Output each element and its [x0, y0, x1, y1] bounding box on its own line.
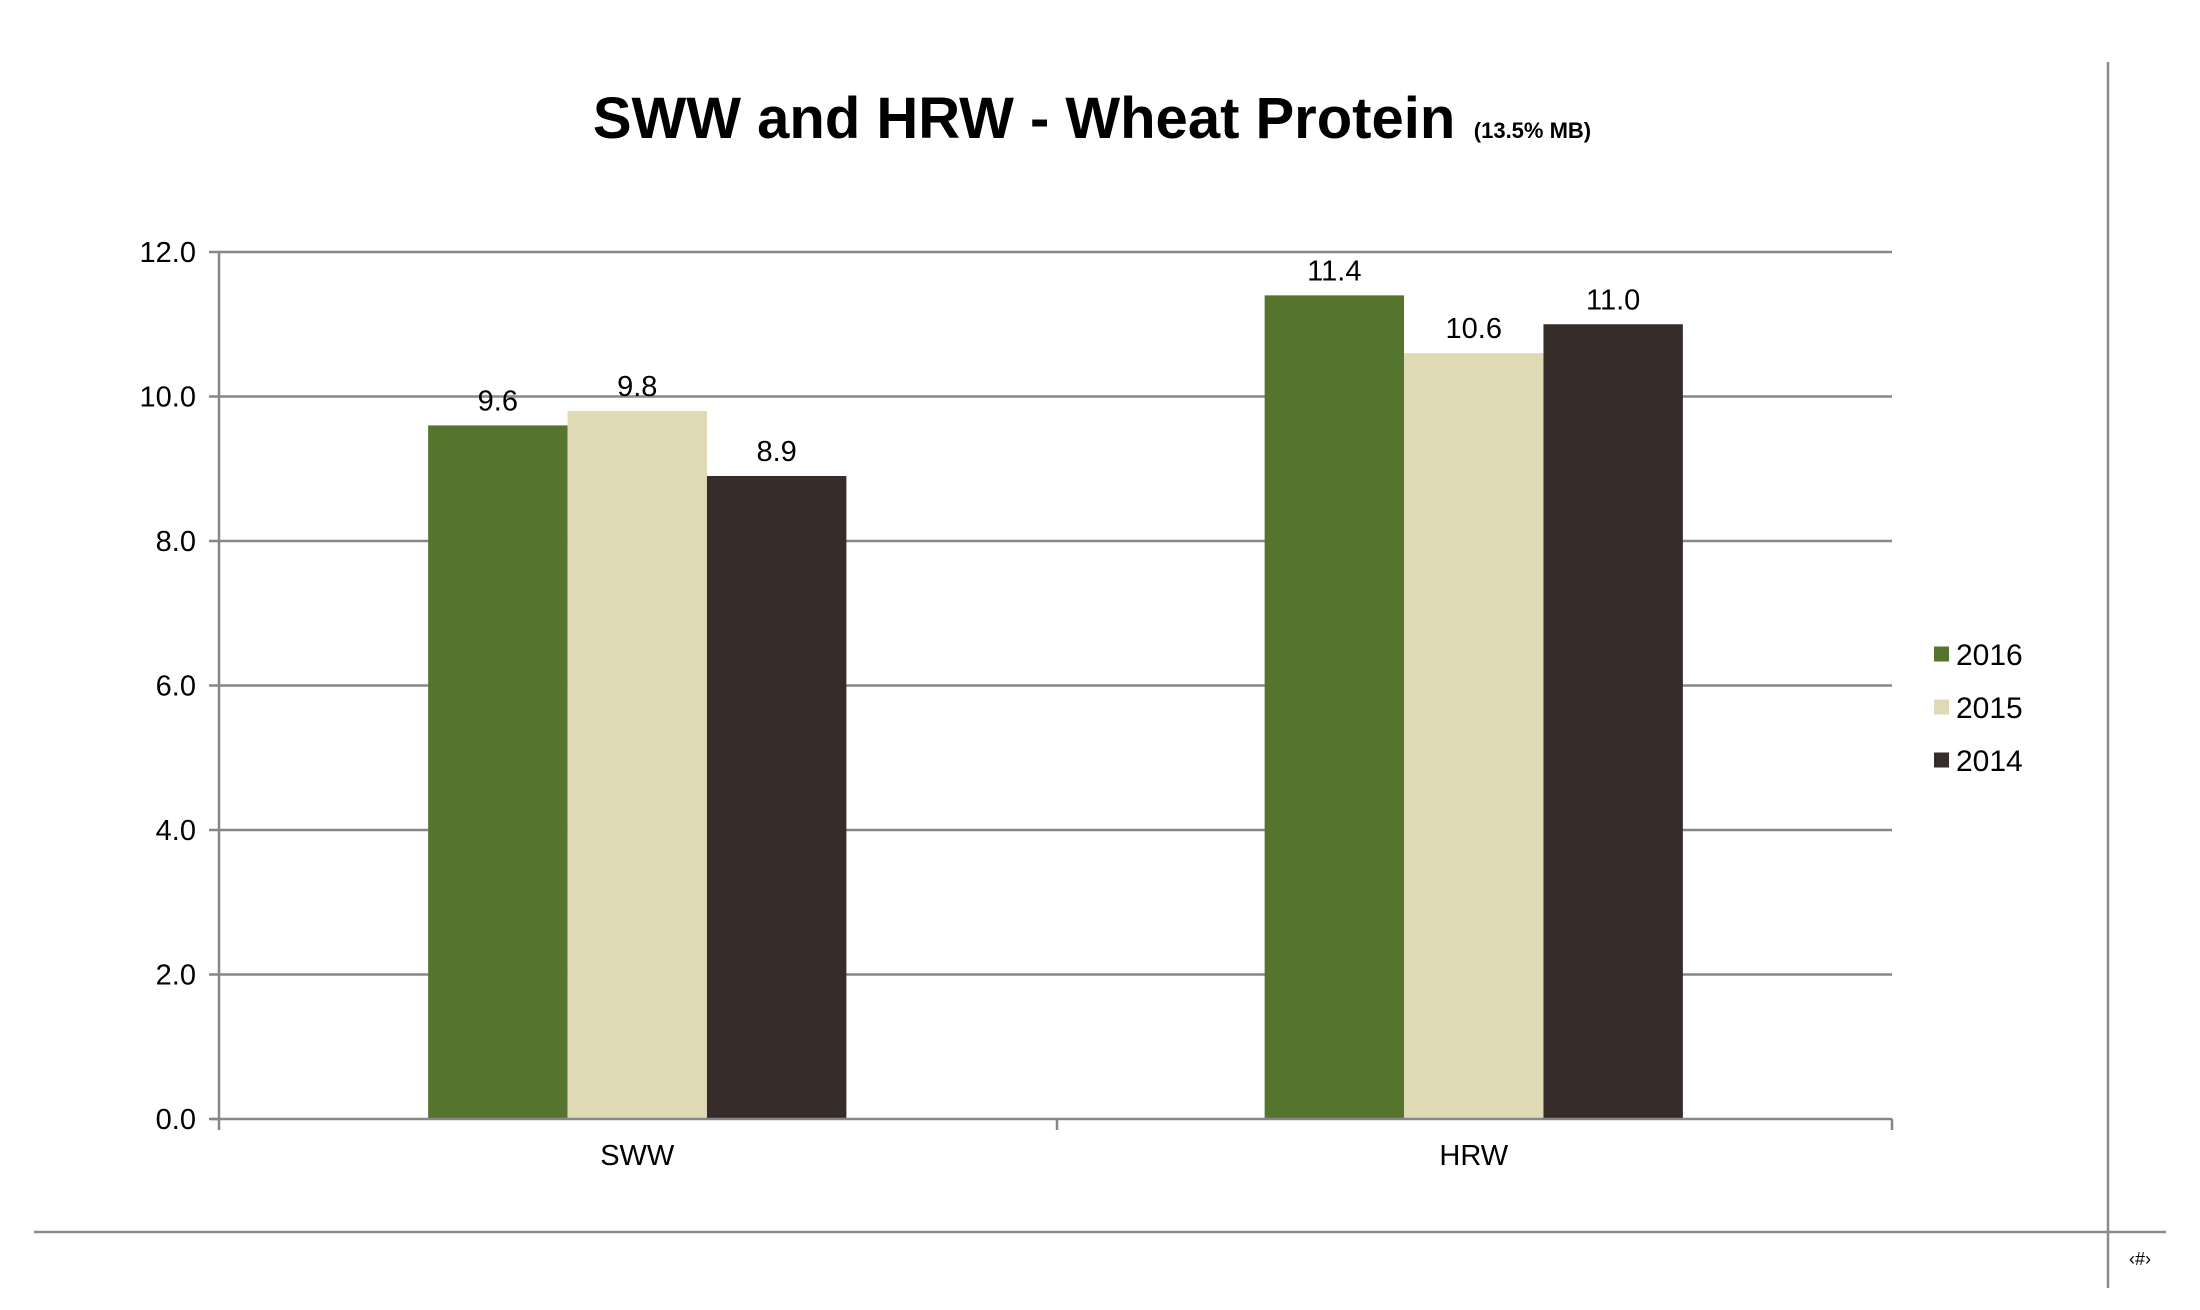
- data-label-hrw-2015: 10.6: [1446, 313, 1502, 345]
- bars: [428, 295, 1683, 1120]
- x-tick-labels: SWW HRW: [600, 1140, 1509, 1172]
- page-number: ‹#›: [2129, 1249, 2151, 1269]
- bar-sww-2016: [428, 425, 568, 1119]
- data-label-sww-2014: 8.9: [757, 436, 797, 468]
- legend-label-2015: 2015: [1956, 692, 2023, 725]
- data-label-sww-2016: 9.6: [478, 385, 518, 417]
- chart-title-main: SWW and HRW - Wheat Protein: [593, 86, 1455, 151]
- y-tick-label: 10.0: [140, 382, 196, 414]
- bar-hrw-2015: [1404, 353, 1544, 1119]
- bar-hrw-2016: [1264, 295, 1405, 1120]
- y-tick-label: 8.0: [156, 526, 196, 558]
- legend-label-2016: 2016: [1956, 639, 2023, 672]
- data-label-hrw-2016: 11.4: [1307, 255, 1361, 287]
- bar-hrw-2014: [1543, 324, 1683, 1119]
- y-tick-label: 4.0: [156, 815, 196, 847]
- bar-sww-2015: [567, 410, 707, 1119]
- axes: [211, 252, 1894, 1130]
- data-label-hrw-2014: 11.0: [1586, 284, 1640, 316]
- legend-swatch-2015: [1934, 699, 1949, 715]
- chart-title-subtitle: (13.5% MB): [1474, 118, 1591, 143]
- legend: 2016 2015 2014: [1934, 639, 2023, 778]
- bar-sww-2014: [706, 475, 847, 1120]
- data-labels: 9.6 9.8 8.9 11.4 10.6 11.0: [478, 255, 1641, 468]
- data-label-sww-2015: 9.8: [617, 371, 657, 403]
- y-tick-label: 6.0: [156, 671, 196, 703]
- y-tick-label: 2.0: [156, 960, 196, 992]
- x-tick-label: SWW: [600, 1140, 675, 1172]
- y-tick-labels: 0.0 2.0 4.0 6.0 8.0 10.0 12.0: [140, 237, 196, 1136]
- x-tick-label: HRW: [1439, 1140, 1508, 1172]
- chart-title: SWW and HRW - Wheat Protein (13.5% MB): [593, 86, 1591, 151]
- legend-swatch-2016: [1934, 646, 1949, 662]
- legend-swatch-2014: [1934, 752, 1949, 768]
- legend-label-2014: 2014: [1956, 745, 2023, 778]
- y-tick-label: 12.0: [140, 237, 196, 269]
- y-tick-label: 0.0: [156, 1104, 196, 1136]
